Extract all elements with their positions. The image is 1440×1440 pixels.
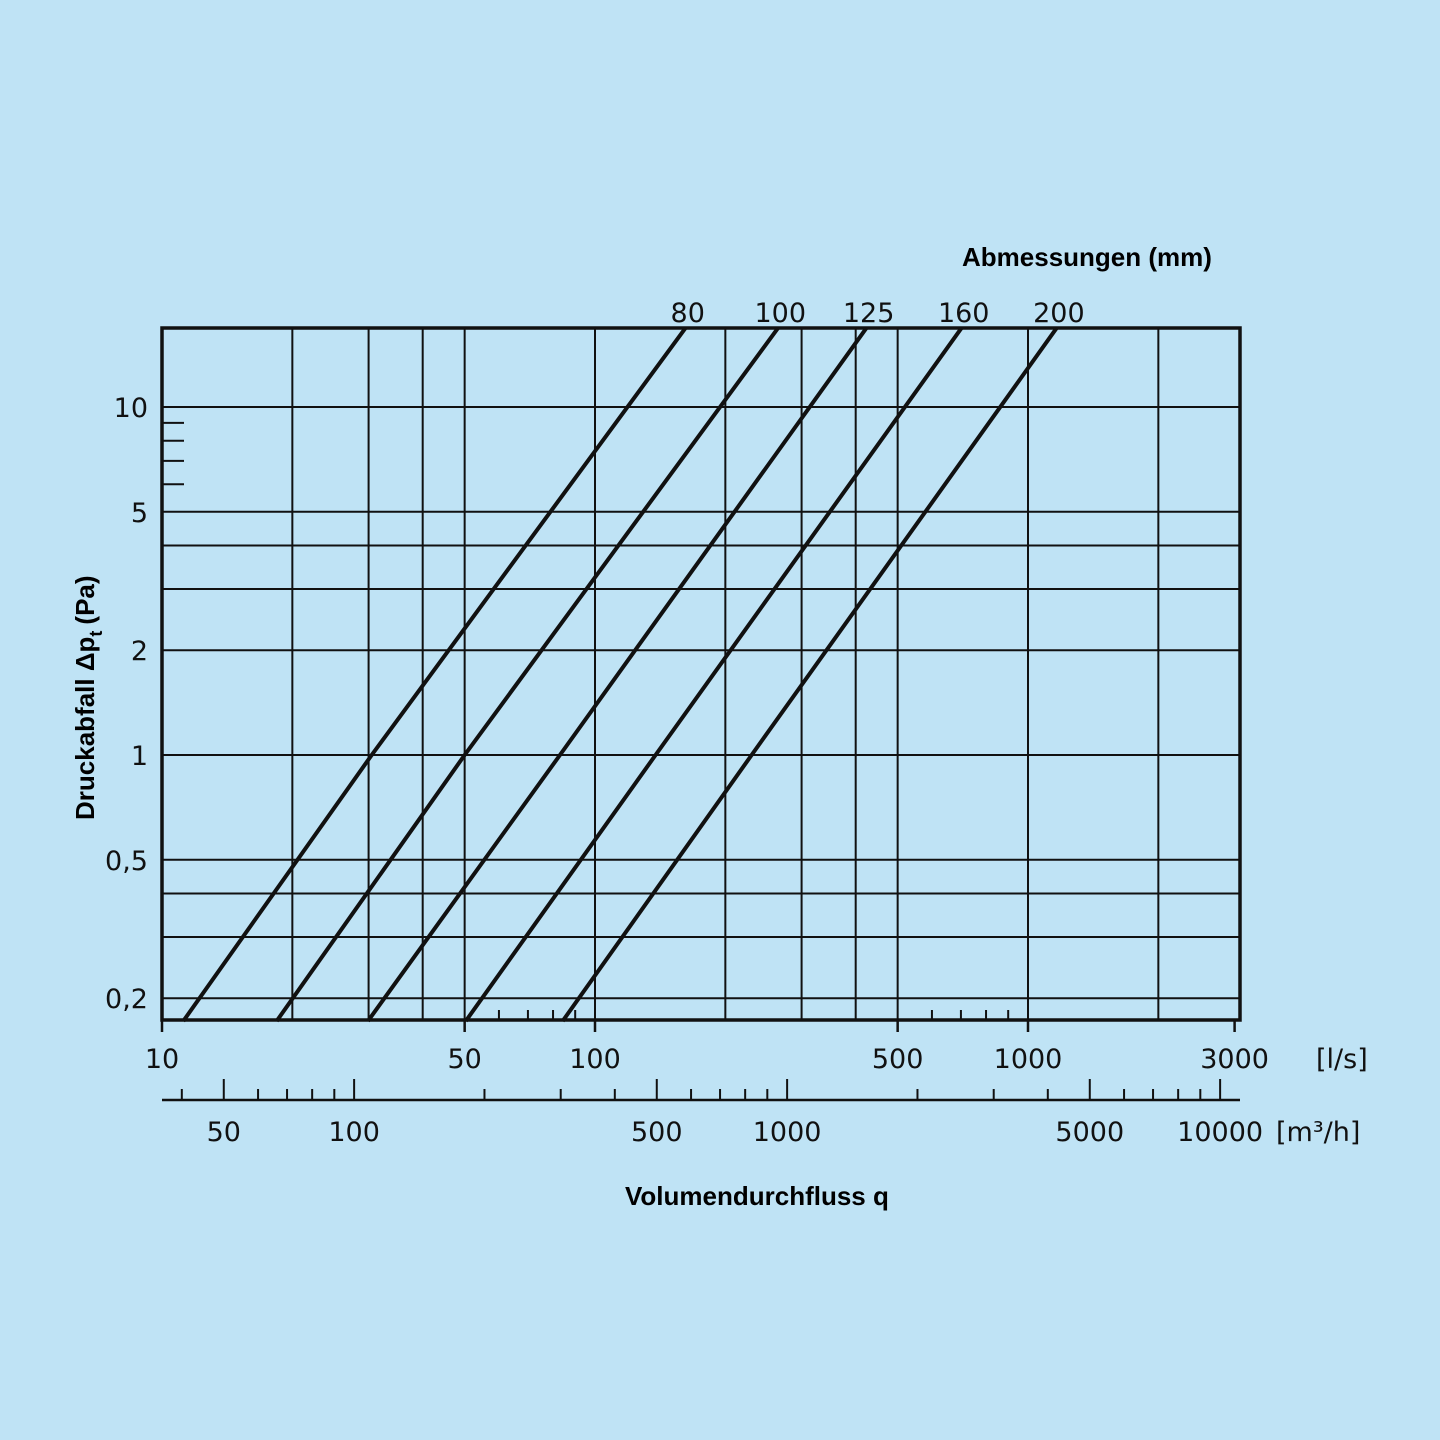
x-axis-unit-ls: [l/s]: [1316, 1044, 1368, 1075]
x-tick-label: 3000: [1200, 1044, 1269, 1075]
x2-tick-label: 1000: [753, 1117, 822, 1148]
x2-axis-unit-m3h: [m³/h]: [1276, 1117, 1360, 1148]
series-label-200: 200: [1033, 298, 1085, 329]
y-tick-label: 0,5: [105, 846, 148, 877]
tick-labels: 10 50 100 500 1000 3000 50 100 500 1000 5000 10000 1…: [105, 393, 1269, 1148]
series-line-100: [275, 326, 780, 1023]
y-tick-label: 1: [131, 741, 148, 772]
x-tick-label: 100: [569, 1044, 621, 1075]
x-tick-label: 500: [872, 1044, 924, 1075]
y-tick-label: 0,2: [105, 984, 148, 1015]
y-axis-title-subscript: t: [86, 631, 106, 637]
x-tick-label: 1000: [994, 1044, 1063, 1075]
series-line-160: [464, 326, 964, 1023]
plot-frame: [160, 326, 1242, 1022]
chart-title: Abmessungen (mm): [962, 242, 1212, 272]
x2-tick-label: 500: [631, 1117, 683, 1148]
y-tick-label: 2: [131, 636, 148, 667]
series-line-125: [366, 326, 869, 1023]
y-axis-title-unit: (Pa): [70, 575, 100, 624]
series-label-80: 80: [671, 298, 705, 329]
series-label-100: 100: [754, 298, 806, 329]
axes: [160, 326, 1242, 1102]
y-axis-title-text: Druckabfall Δp: [70, 637, 100, 820]
x-axis-title-text: Volumendurchfluss q: [625, 1181, 889, 1211]
y-tick-label: 5: [131, 498, 148, 529]
y-tick-label: 10: [114, 393, 148, 424]
x-axis-title: Volumendurchfluss q: [625, 1181, 889, 1211]
series-line-200: [561, 326, 1059, 1023]
series-line-80: [181, 326, 688, 1023]
x2-tick-label: 10000: [1177, 1117, 1263, 1148]
x2-tick-label: 50: [207, 1117, 241, 1148]
y-axis-title: Druckabfall Δpt (Pa): [70, 575, 106, 820]
x2-tick-label: 5000: [1055, 1117, 1124, 1148]
x-tick-label: 10: [145, 1044, 179, 1075]
grid: [162, 328, 1240, 1020]
x2-tick-label: 100: [328, 1117, 380, 1148]
series-lines: 80 100 125 160 200: [181, 298, 1085, 1023]
x-tick-label: 50: [447, 1044, 481, 1075]
series-label-125: 125: [843, 298, 895, 329]
series-label-160: 160: [938, 298, 990, 329]
